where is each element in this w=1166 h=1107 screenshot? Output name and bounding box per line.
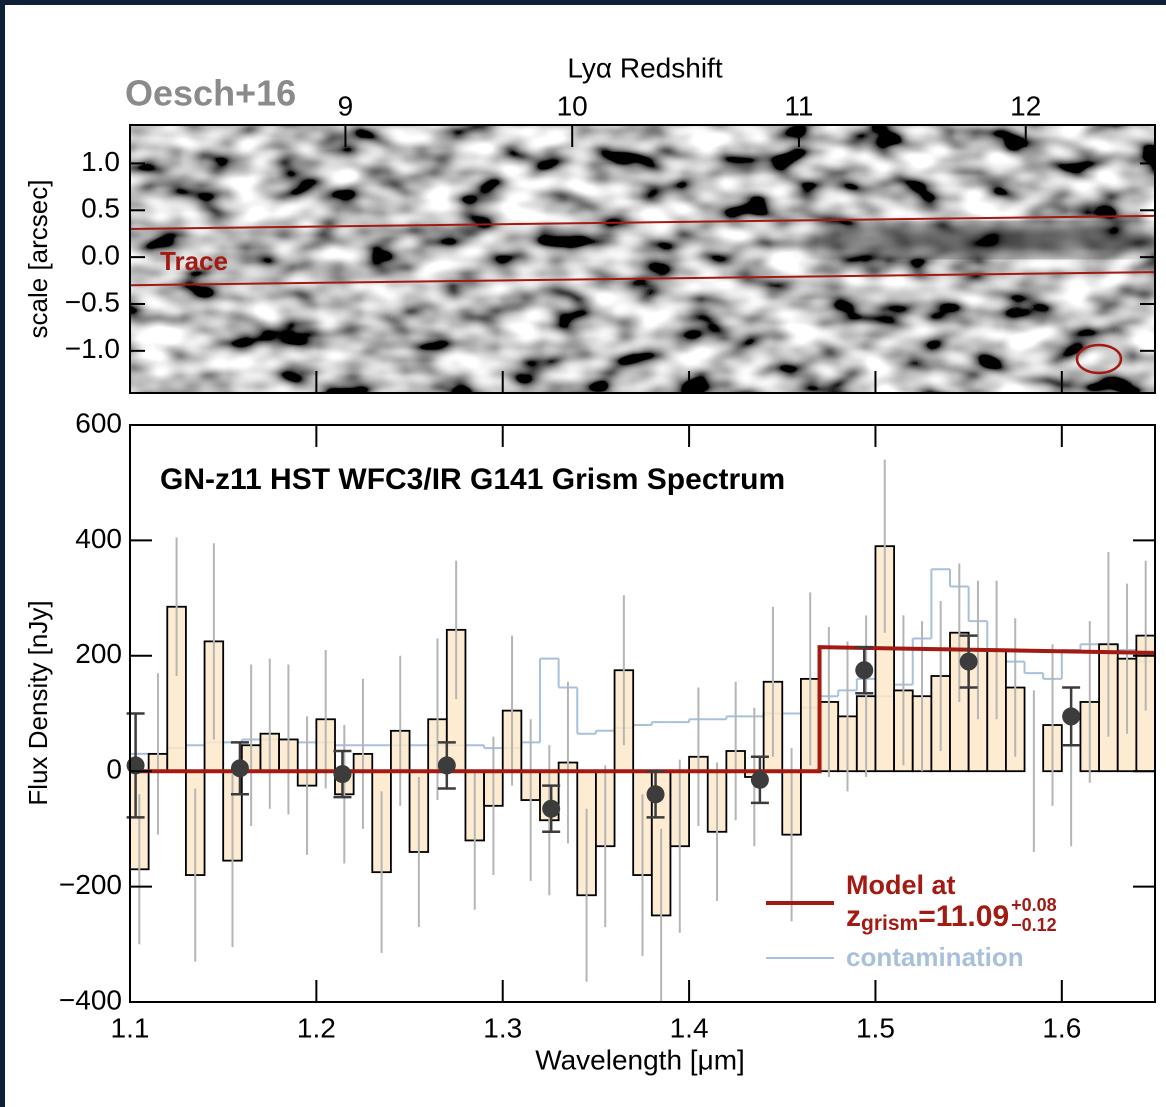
trace-line (129, 271, 1156, 287)
trace-line (129, 214, 1156, 231)
y-tick-label: −1.0 (65, 333, 120, 364)
x2-tick-label: 12 (1010, 90, 1041, 121)
psf-ellipse (1075, 343, 1123, 375)
legend-label: contamination (846, 942, 1024, 972)
y-axis-label: Flux Density [nJy] (23, 600, 53, 805)
y-tick-label: −400 (59, 984, 122, 1015)
x-axis-label: Wavelength [μm] (535, 1044, 745, 1075)
x-tick-label: 1.1 (111, 1012, 150, 1043)
binned-point (542, 799, 561, 818)
binned-point (1062, 707, 1081, 726)
y-tick-label: 1.0 (81, 146, 120, 177)
x2-tick-label: 9 (338, 90, 354, 121)
x-tick-label: 1.4 (670, 1012, 709, 1043)
image-noise (130, 125, 1155, 393)
x-tick-label: 1.5 (856, 1012, 895, 1043)
redshift-lower-error: −0.12 (1011, 915, 1057, 935)
plot-frame (129, 424, 1156, 1003)
binned-point (646, 785, 665, 804)
redshift-upper-error: +0.08 (1011, 895, 1057, 915)
x2-axis-label: Lyα Redshift (567, 52, 722, 83)
y-tick-label: −0.5 (65, 286, 120, 317)
redshift-subscript: grism (861, 912, 918, 935)
chart-title: GN-z11 HST WFC3/IR G141 Grism Spectrum (160, 463, 785, 496)
y-axis-label: scale [arcsec] (23, 180, 53, 339)
redshift-value: =11.09 (918, 900, 1009, 933)
redshift-symbol: z (846, 900, 861, 933)
binned-point (230, 759, 249, 778)
x-tick-label: 1.3 (483, 1012, 522, 1043)
model-line (130, 645, 1156, 774)
x-tick-label: 1.6 (1042, 1012, 1081, 1043)
legend-label: Model at (846, 870, 956, 900)
x2-tick-label: 10 (557, 90, 588, 121)
binned-point (959, 652, 978, 671)
binned-point (855, 661, 874, 680)
legend-redshift: zgrism=11.09 (846, 900, 1009, 935)
y-tick-label: 200 (75, 638, 122, 669)
binned-point (126, 756, 145, 775)
y-tick-label: 0 (106, 754, 122, 785)
spectrum-2d (130, 125, 1155, 393)
y-tick-label: 0.5 (81, 193, 120, 224)
plot-frame (129, 124, 1156, 394)
binned-point (333, 765, 352, 784)
x-tick-label: 1.2 (297, 1012, 336, 1043)
y-tick-label: −200 (59, 869, 122, 900)
trace-label: Trace (160, 246, 228, 276)
image-band (800, 224, 1155, 256)
binned-point (437, 756, 456, 775)
y-tick-label: 0.0 (81, 240, 120, 271)
x2-tick-label: 11 (784, 90, 813, 121)
y-tick-label: 400 (75, 523, 122, 554)
reference-label: Oesch+16 (125, 73, 296, 114)
binned-point (750, 770, 769, 789)
y-tick-label: 600 (75, 407, 122, 438)
